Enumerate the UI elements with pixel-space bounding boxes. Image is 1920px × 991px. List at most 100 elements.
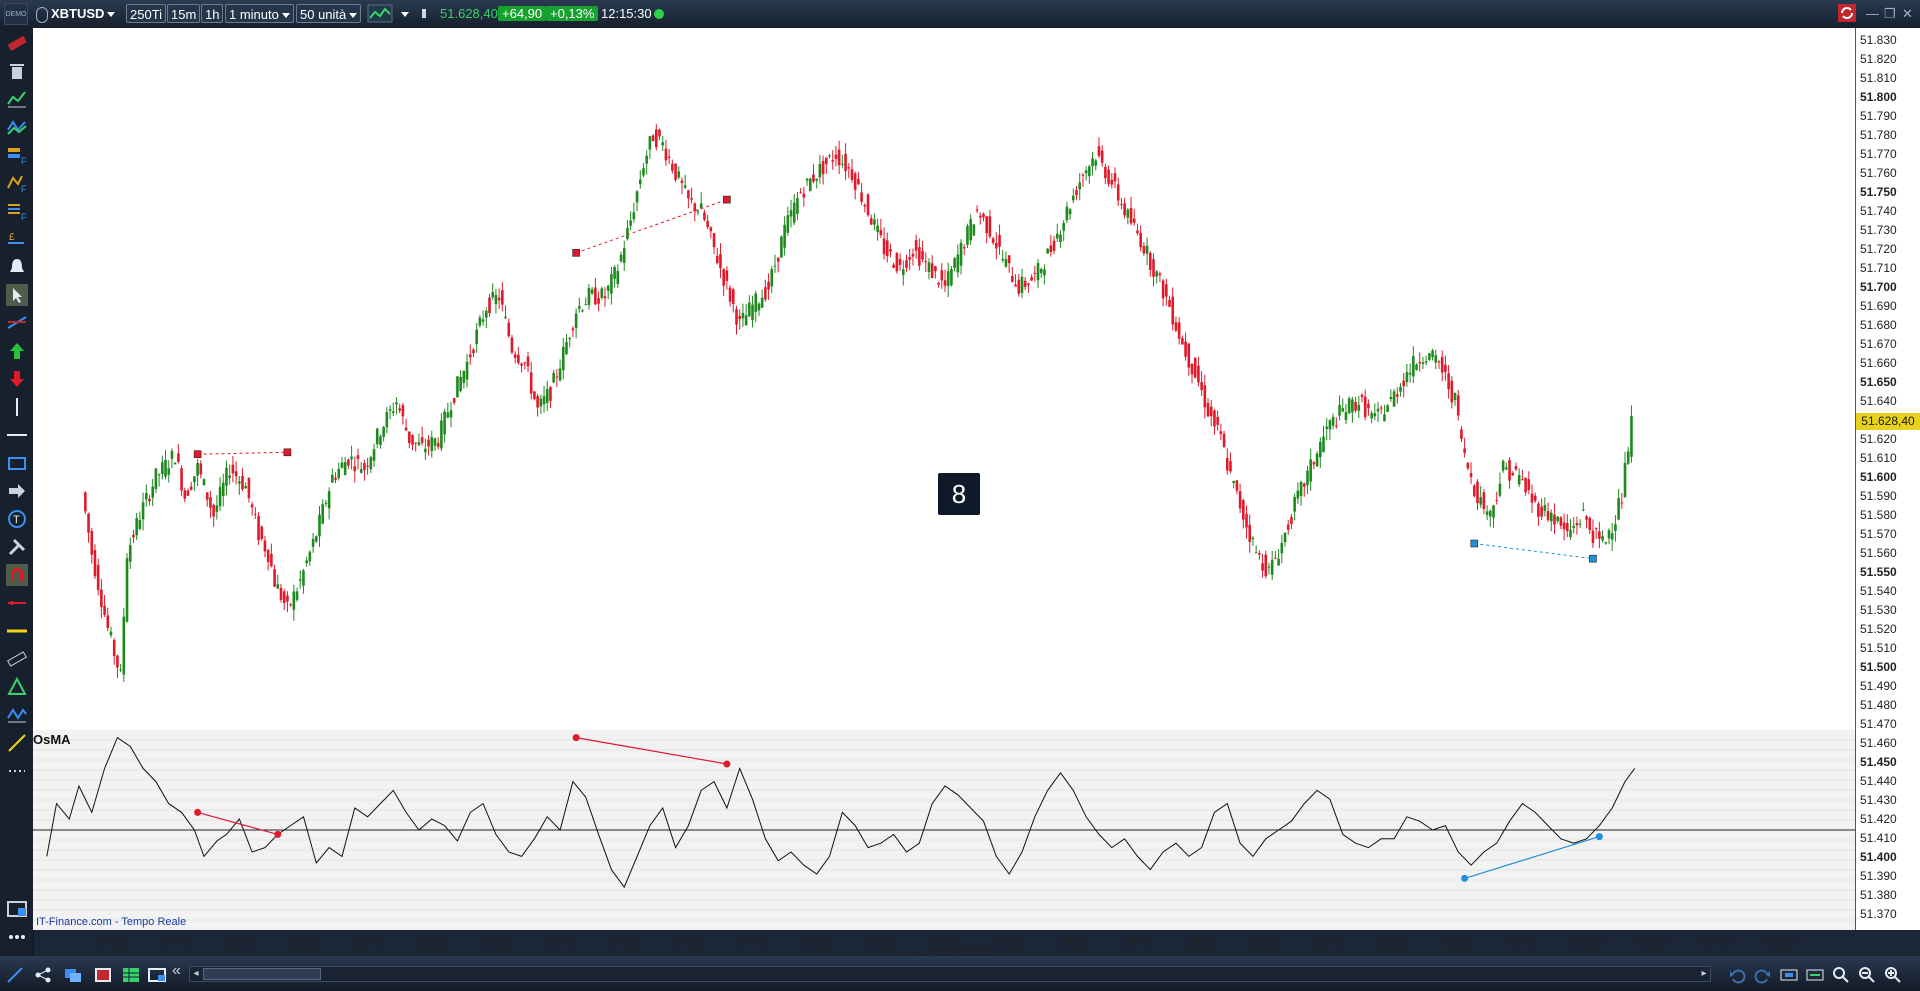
tools-icon[interactable] [6,536,28,558]
interval-250ti-button[interactable]: 250Ti [126,4,167,23]
time-tick-label: 04:20 [95,935,127,949]
price-axis[interactable]: 51.830 51.820 51.810 51.800 51.790 51.780 51.7… [1855,28,1920,930]
screenshot-icon[interactable] [94,966,112,984]
candle-body [1623,462,1627,498]
more-icon[interactable] [6,926,28,948]
vertical-line-icon[interactable] [6,396,28,418]
time-tick-label: 05:40 [352,935,383,949]
candle-body [757,303,761,311]
candle-body [1168,299,1171,307]
candle-body [561,346,565,371]
layout-icon[interactable] [148,966,166,984]
candle-body [651,135,655,142]
candle-body [1174,322,1178,331]
price-tick-label: 51.670 [1860,337,1897,351]
candle-body [1020,276,1024,293]
text-icon[interactable]: T [6,508,28,530]
candle-body [1235,480,1239,491]
formula-icon[interactable]: £ [6,228,28,250]
zoom-in-icon[interactable] [1884,966,1902,984]
cursor-icon[interactable] [6,284,28,306]
zoom-out-icon[interactable] [1858,966,1876,984]
trend-tool-icon[interactable] [6,312,28,334]
arrow-up-icon[interactable] [6,340,28,362]
candle-body [1242,500,1245,520]
candle-body [205,492,209,500]
trash-icon[interactable] [6,60,28,82]
candle-body [1450,380,1454,403]
sync-icon[interactable] [1838,4,1856,23]
magnet-icon[interactable] [6,564,28,586]
zoom-fit-icon[interactable] [1806,966,1824,984]
highlight-line-icon[interactable] [6,620,28,642]
rectangle-icon[interactable] [6,452,28,474]
alert-bell-icon[interactable] [6,256,28,278]
scroll-thumb[interactable] [203,968,321,980]
interval-1h-button[interactable]: 1h [201,4,224,23]
arrow-down-icon[interactable] [6,368,28,390]
time-tick-label: 07:00 [609,935,640,949]
chart-type-button[interactable] [367,4,395,23]
arrow-right-icon[interactable] [6,480,28,502]
ruler-tool-icon[interactable] [6,648,28,670]
candle-body [266,549,270,562]
osma-divergence-point [1595,833,1603,841]
horizontal-line-icon[interactable] [6,424,28,446]
table-icon[interactable] [122,966,140,984]
time-scrollbar[interactable]: ◂ ▸ [189,966,1711,982]
candle-body [1200,382,1203,391]
candle-body [802,193,806,198]
price-tick-label: 51.750 [1860,185,1897,199]
price-tick-label: 51.790 [1860,109,1897,123]
candle-body [1363,396,1367,418]
symbol-select[interactable]: XBTUSD [36,4,116,23]
candle-body [1190,363,1194,375]
dotted-line-icon[interactable] [6,760,28,782]
price-tick-label: 51.710 [1860,261,1897,275]
units-select[interactable]: 50 unità [296,4,362,23]
candle-body [510,337,514,353]
price-divergence-point [723,195,731,204]
interval-15m-button[interactable]: 15m [167,4,201,23]
price-tick-label: 51.470 [1860,717,1897,731]
candle-body [706,220,709,228]
line-segment-icon[interactable] [6,592,28,614]
pencil-icon[interactable] [6,732,28,754]
fit-screen-icon[interactable] [1780,966,1798,984]
candle-body [478,317,482,326]
chart-type-dropdown[interactable] [398,4,409,23]
ruler-icon[interactable] [6,32,28,54]
indicator-f-icon[interactable]: F [6,144,28,166]
candle-body [754,293,758,312]
candle-body [1418,361,1422,364]
scroll-right-arrow-icon[interactable]: ▸ [1701,968,1707,979]
fibonacci-icon[interactable]: F [6,200,28,222]
dock-icon[interactable] [6,898,28,920]
candle-body [1177,322,1181,339]
windows-icon[interactable] [64,966,82,984]
candle-body [1274,557,1277,559]
undo-icon[interactable] [1728,966,1746,984]
zoom-area-icon[interactable] [1832,966,1850,984]
restore-icon[interactable]: ❐ [1884,6,1896,21]
indicator-overlay-icon[interactable]: F [6,172,28,194]
candle-body [571,328,575,331]
scroll-start-button[interactable]: « [172,962,181,979]
scroll-left-arrow-icon[interactable]: ◂ [193,968,199,979]
minimize-icon[interactable]: — [1866,6,1879,21]
drawing-toolbar: F F F £ T [0,28,34,956]
period-select[interactable]: 1 minuto [225,4,294,23]
share-icon[interactable] [34,966,52,984]
close-icon[interactable]: ✕ [1902,6,1913,21]
pen-icon[interactable] [6,966,24,984]
moving-average-icon[interactable] [6,116,28,138]
redo-icon[interactable] [1754,966,1772,984]
wave-icon[interactable] [6,704,28,726]
price-tick-label: 51.740 [1860,204,1897,218]
candle-body [574,313,578,328]
chart-canvas[interactable] [33,28,1855,930]
triangle-icon[interactable] [6,676,28,698]
candle-body [722,269,725,286]
line-chart-icon[interactable] [6,88,28,110]
candle-body [189,486,193,490]
